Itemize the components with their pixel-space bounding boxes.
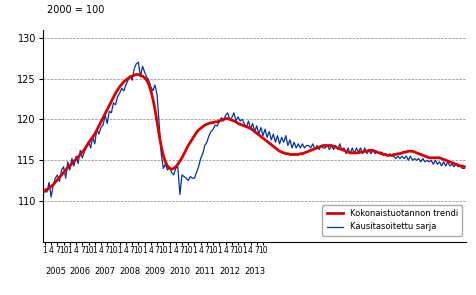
Text: 2005: 2005 [45,267,66,276]
Legend: Kokonaistuotannon trendi, Kausitasoitettu sarja: Kokonaistuotannon trendi, Kausitasoitett… [322,205,462,236]
Text: 2009: 2009 [145,267,166,276]
Text: 2010: 2010 [169,267,190,276]
Text: 2000 = 100: 2000 = 100 [47,5,104,15]
Text: 2013: 2013 [244,267,266,276]
Text: 2008: 2008 [119,267,141,276]
Text: 2007: 2007 [95,267,116,276]
Text: 2006: 2006 [70,267,91,276]
Text: 2011: 2011 [194,267,216,276]
Text: 2012: 2012 [219,267,240,276]
